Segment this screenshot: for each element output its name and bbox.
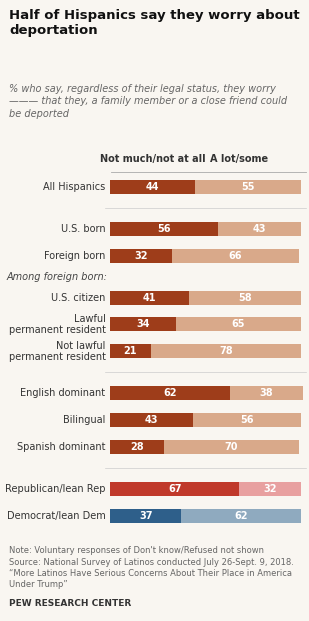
Text: 37: 37 [139, 510, 153, 520]
Bar [164, 440, 299, 454]
Text: 38: 38 [260, 388, 273, 398]
Text: 56: 56 [240, 415, 254, 425]
Text: Bilingual: Bilingual [63, 415, 106, 425]
Bar [230, 386, 303, 400]
Text: Foreign born: Foreign born [44, 251, 106, 261]
Bar [239, 482, 301, 496]
Text: % who say, regardless of their legal status, they worry
——— that they, a family : % who say, regardless of their legal sta… [9, 84, 287, 119]
Text: 43: 43 [253, 224, 266, 234]
Text: Half of Hispanics say they worry about
deportation: Half of Hispanics say they worry about d… [9, 9, 300, 37]
Bar [110, 222, 218, 236]
Bar [110, 317, 176, 332]
Text: 62: 62 [235, 510, 248, 520]
Text: A lot/some: A lot/some [210, 154, 268, 165]
Text: Note: Voluntary responses of Don't know/Refused not shown
Source: National Surve: Note: Voluntary responses of Don't know/… [9, 546, 294, 589]
Text: 58: 58 [238, 292, 252, 302]
Text: PEW RESEARCH CENTER: PEW RESEARCH CENTER [9, 599, 132, 608]
Bar [110, 386, 230, 400]
Text: 34: 34 [136, 319, 150, 330]
Bar [110, 482, 239, 496]
Text: 62: 62 [163, 388, 177, 398]
Text: English dominant: English dominant [20, 388, 106, 398]
Bar [181, 509, 301, 523]
Text: 66: 66 [229, 251, 242, 261]
Bar [218, 222, 301, 236]
Text: 21: 21 [124, 347, 137, 356]
Text: Not lawful
permanent resident: Not lawful permanent resident [9, 341, 106, 362]
Bar [110, 291, 189, 304]
Bar [110, 440, 164, 454]
Text: 65: 65 [231, 319, 245, 330]
Bar [195, 180, 301, 194]
Bar [110, 413, 193, 427]
Text: 44: 44 [146, 182, 159, 192]
Text: All Hispanics: All Hispanics [43, 182, 106, 192]
Text: Lawful
permanent resident: Lawful permanent resident [9, 314, 106, 335]
Bar [172, 249, 299, 263]
Bar [150, 345, 301, 358]
Text: 67: 67 [168, 484, 181, 494]
Bar [189, 291, 301, 304]
Text: Among foreign born:: Among foreign born: [6, 271, 107, 282]
Text: U.S. born: U.S. born [61, 224, 106, 234]
Text: 32: 32 [134, 251, 148, 261]
Text: U.S. citizen: U.S. citizen [51, 292, 106, 302]
Text: 55: 55 [241, 182, 255, 192]
Bar [110, 249, 172, 263]
Text: 41: 41 [143, 292, 156, 302]
Text: 56: 56 [157, 224, 171, 234]
Bar [110, 180, 195, 194]
Text: Republican/lean Rep: Republican/lean Rep [5, 484, 106, 494]
Text: 78: 78 [219, 347, 233, 356]
Text: 32: 32 [263, 484, 277, 494]
Bar [110, 345, 150, 358]
Text: Democrat/lean Dem: Democrat/lean Dem [7, 510, 106, 520]
Bar [176, 317, 301, 332]
Text: 28: 28 [130, 442, 144, 452]
Bar [110, 509, 181, 523]
Text: 70: 70 [225, 442, 238, 452]
Text: Spanish dominant: Spanish dominant [17, 442, 106, 452]
Text: 43: 43 [145, 415, 158, 425]
Text: Not much/not at all: Not much/not at all [100, 154, 205, 165]
Bar [193, 413, 301, 427]
